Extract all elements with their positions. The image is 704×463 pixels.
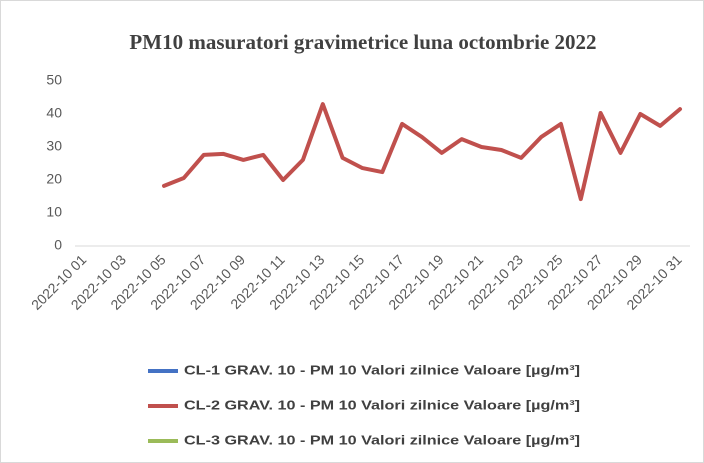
y-tick-label: 20	[46, 171, 62, 187]
y-tick-label: 50	[46, 72, 62, 88]
y-tick-label: 0	[54, 237, 62, 253]
legend-label: CL-3 GRAV. 10 - PM 10 Valori zilnice Val…	[184, 432, 580, 447]
y-tick-label: 10	[46, 204, 62, 220]
chart-title: PM10 masuratori gravimetrice luna octomb…	[129, 30, 596, 54]
y-tick-label: 40	[46, 105, 62, 121]
legend-label: CL-1 GRAV. 10 - PM 10 Valori zilnice Val…	[184, 362, 580, 377]
legend-label: CL-2 GRAV. 10 - PM 10 Valori zilnice Val…	[184, 397, 580, 412]
series-line	[162, 102, 682, 202]
y-tick-label: 30	[46, 138, 62, 154]
